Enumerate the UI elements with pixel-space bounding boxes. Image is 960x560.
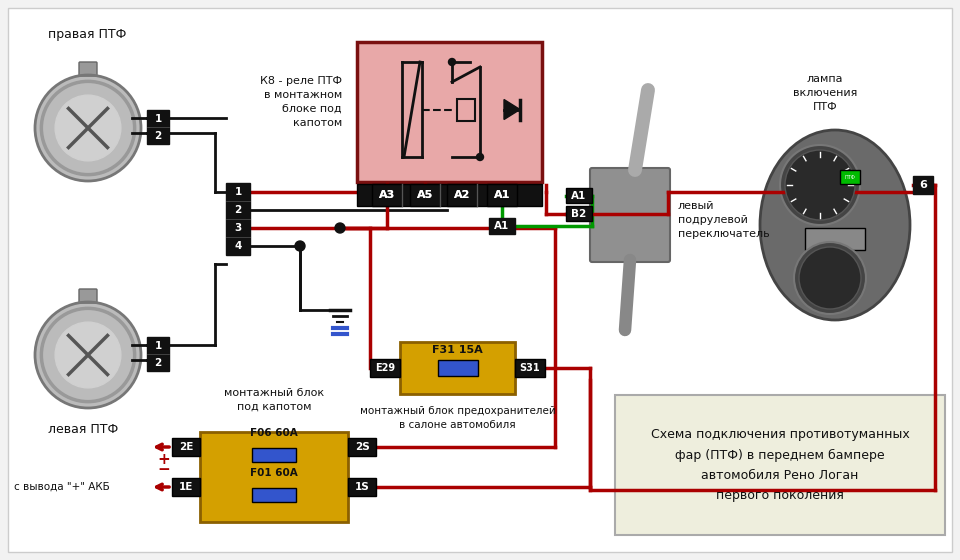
Text: S31: S31 [519, 363, 540, 373]
Text: F31 15A: F31 15A [432, 345, 483, 355]
FancyBboxPatch shape [348, 438, 376, 456]
Text: 3: 3 [234, 223, 242, 233]
Circle shape [335, 223, 345, 233]
Text: A1: A1 [493, 190, 510, 200]
Text: +: + [157, 452, 170, 468]
Text: 1S: 1S [354, 482, 370, 492]
FancyBboxPatch shape [615, 395, 945, 535]
FancyBboxPatch shape [370, 359, 400, 377]
Circle shape [476, 153, 484, 161]
Text: правая ПТФ: правая ПТФ [48, 28, 127, 41]
FancyBboxPatch shape [400, 342, 515, 394]
Text: монтажный блок предохранителей
в салоне автомобиля: монтажный блок предохранителей в салоне … [360, 406, 556, 430]
Text: A1: A1 [493, 190, 510, 200]
Text: A1: A1 [494, 221, 510, 231]
Text: 6: 6 [919, 180, 927, 190]
FancyBboxPatch shape [79, 289, 97, 303]
FancyBboxPatch shape [357, 184, 542, 206]
Circle shape [55, 95, 121, 161]
Text: монтажный блок
под капотом: монтажный блок под капотом [224, 388, 324, 412]
FancyBboxPatch shape [226, 183, 250, 255]
FancyBboxPatch shape [172, 438, 200, 456]
Text: 2E: 2E [179, 442, 193, 452]
FancyBboxPatch shape [566, 188, 592, 203]
FancyBboxPatch shape [805, 228, 865, 250]
Text: 2: 2 [155, 130, 161, 141]
Text: F06 60A: F06 60A [251, 428, 298, 438]
FancyBboxPatch shape [438, 360, 477, 376]
FancyBboxPatch shape [79, 62, 97, 76]
FancyBboxPatch shape [200, 432, 348, 522]
Text: К8 - реле ПТФ
в монтажном
блоке под
капотом: К8 - реле ПТФ в монтажном блоке под капо… [260, 76, 342, 128]
FancyBboxPatch shape [348, 478, 376, 496]
FancyBboxPatch shape [410, 184, 440, 206]
Text: 1: 1 [155, 340, 161, 351]
Text: F01 60A: F01 60A [251, 468, 298, 478]
FancyBboxPatch shape [447, 184, 477, 206]
FancyBboxPatch shape [487, 184, 517, 206]
Circle shape [780, 145, 860, 225]
Text: 4: 4 [234, 241, 242, 251]
Circle shape [448, 58, 455, 66]
FancyBboxPatch shape [372, 184, 402, 206]
FancyBboxPatch shape [913, 176, 933, 194]
FancyBboxPatch shape [147, 337, 169, 371]
Text: Схема подключения противотуманных
фар (ПТФ) в переднем бампере
автомобиля Рено Л: Схема подключения противотуманных фар (П… [651, 428, 909, 502]
Text: E29: E29 [375, 363, 396, 373]
Text: 2S: 2S [354, 442, 370, 452]
Text: 1: 1 [155, 114, 161, 124]
Circle shape [295, 241, 305, 251]
FancyBboxPatch shape [252, 488, 296, 502]
Text: с вывода "+" АКБ: с вывода "+" АКБ [14, 482, 109, 492]
FancyBboxPatch shape [172, 478, 200, 496]
FancyBboxPatch shape [8, 8, 952, 552]
FancyBboxPatch shape [566, 206, 592, 221]
Circle shape [794, 242, 866, 314]
Text: A3: A3 [379, 190, 396, 200]
Text: 2: 2 [155, 357, 161, 367]
Circle shape [35, 302, 141, 408]
FancyBboxPatch shape [252, 448, 296, 462]
Text: A5: A5 [417, 190, 433, 200]
Text: B2: B2 [571, 208, 587, 218]
Text: ПТФ: ПТФ [845, 175, 855, 180]
Text: A5: A5 [417, 190, 433, 200]
Text: лампа
включения
ПТФ: лампа включения ПТФ [793, 74, 857, 112]
Text: 1: 1 [234, 187, 242, 197]
Text: A2: A2 [454, 190, 470, 200]
Text: левая ПТФ: левая ПТФ [48, 423, 118, 436]
FancyBboxPatch shape [489, 218, 515, 234]
Circle shape [785, 150, 855, 220]
Text: A1: A1 [571, 190, 587, 200]
FancyBboxPatch shape [840, 170, 860, 184]
Text: −: − [157, 463, 170, 478]
Text: левый
подрулевой
переключатель: левый подрулевой переключатель [678, 201, 770, 239]
FancyBboxPatch shape [590, 168, 670, 262]
Circle shape [35, 75, 141, 181]
Text: A3: A3 [379, 190, 396, 200]
Text: 2: 2 [234, 205, 242, 215]
Polygon shape [504, 100, 520, 119]
FancyBboxPatch shape [515, 359, 545, 377]
Text: A2: A2 [454, 190, 470, 200]
Ellipse shape [760, 130, 910, 320]
Circle shape [55, 322, 121, 388]
FancyBboxPatch shape [147, 110, 169, 144]
Circle shape [799, 247, 861, 309]
Text: 1E: 1E [179, 482, 193, 492]
FancyBboxPatch shape [357, 42, 542, 182]
